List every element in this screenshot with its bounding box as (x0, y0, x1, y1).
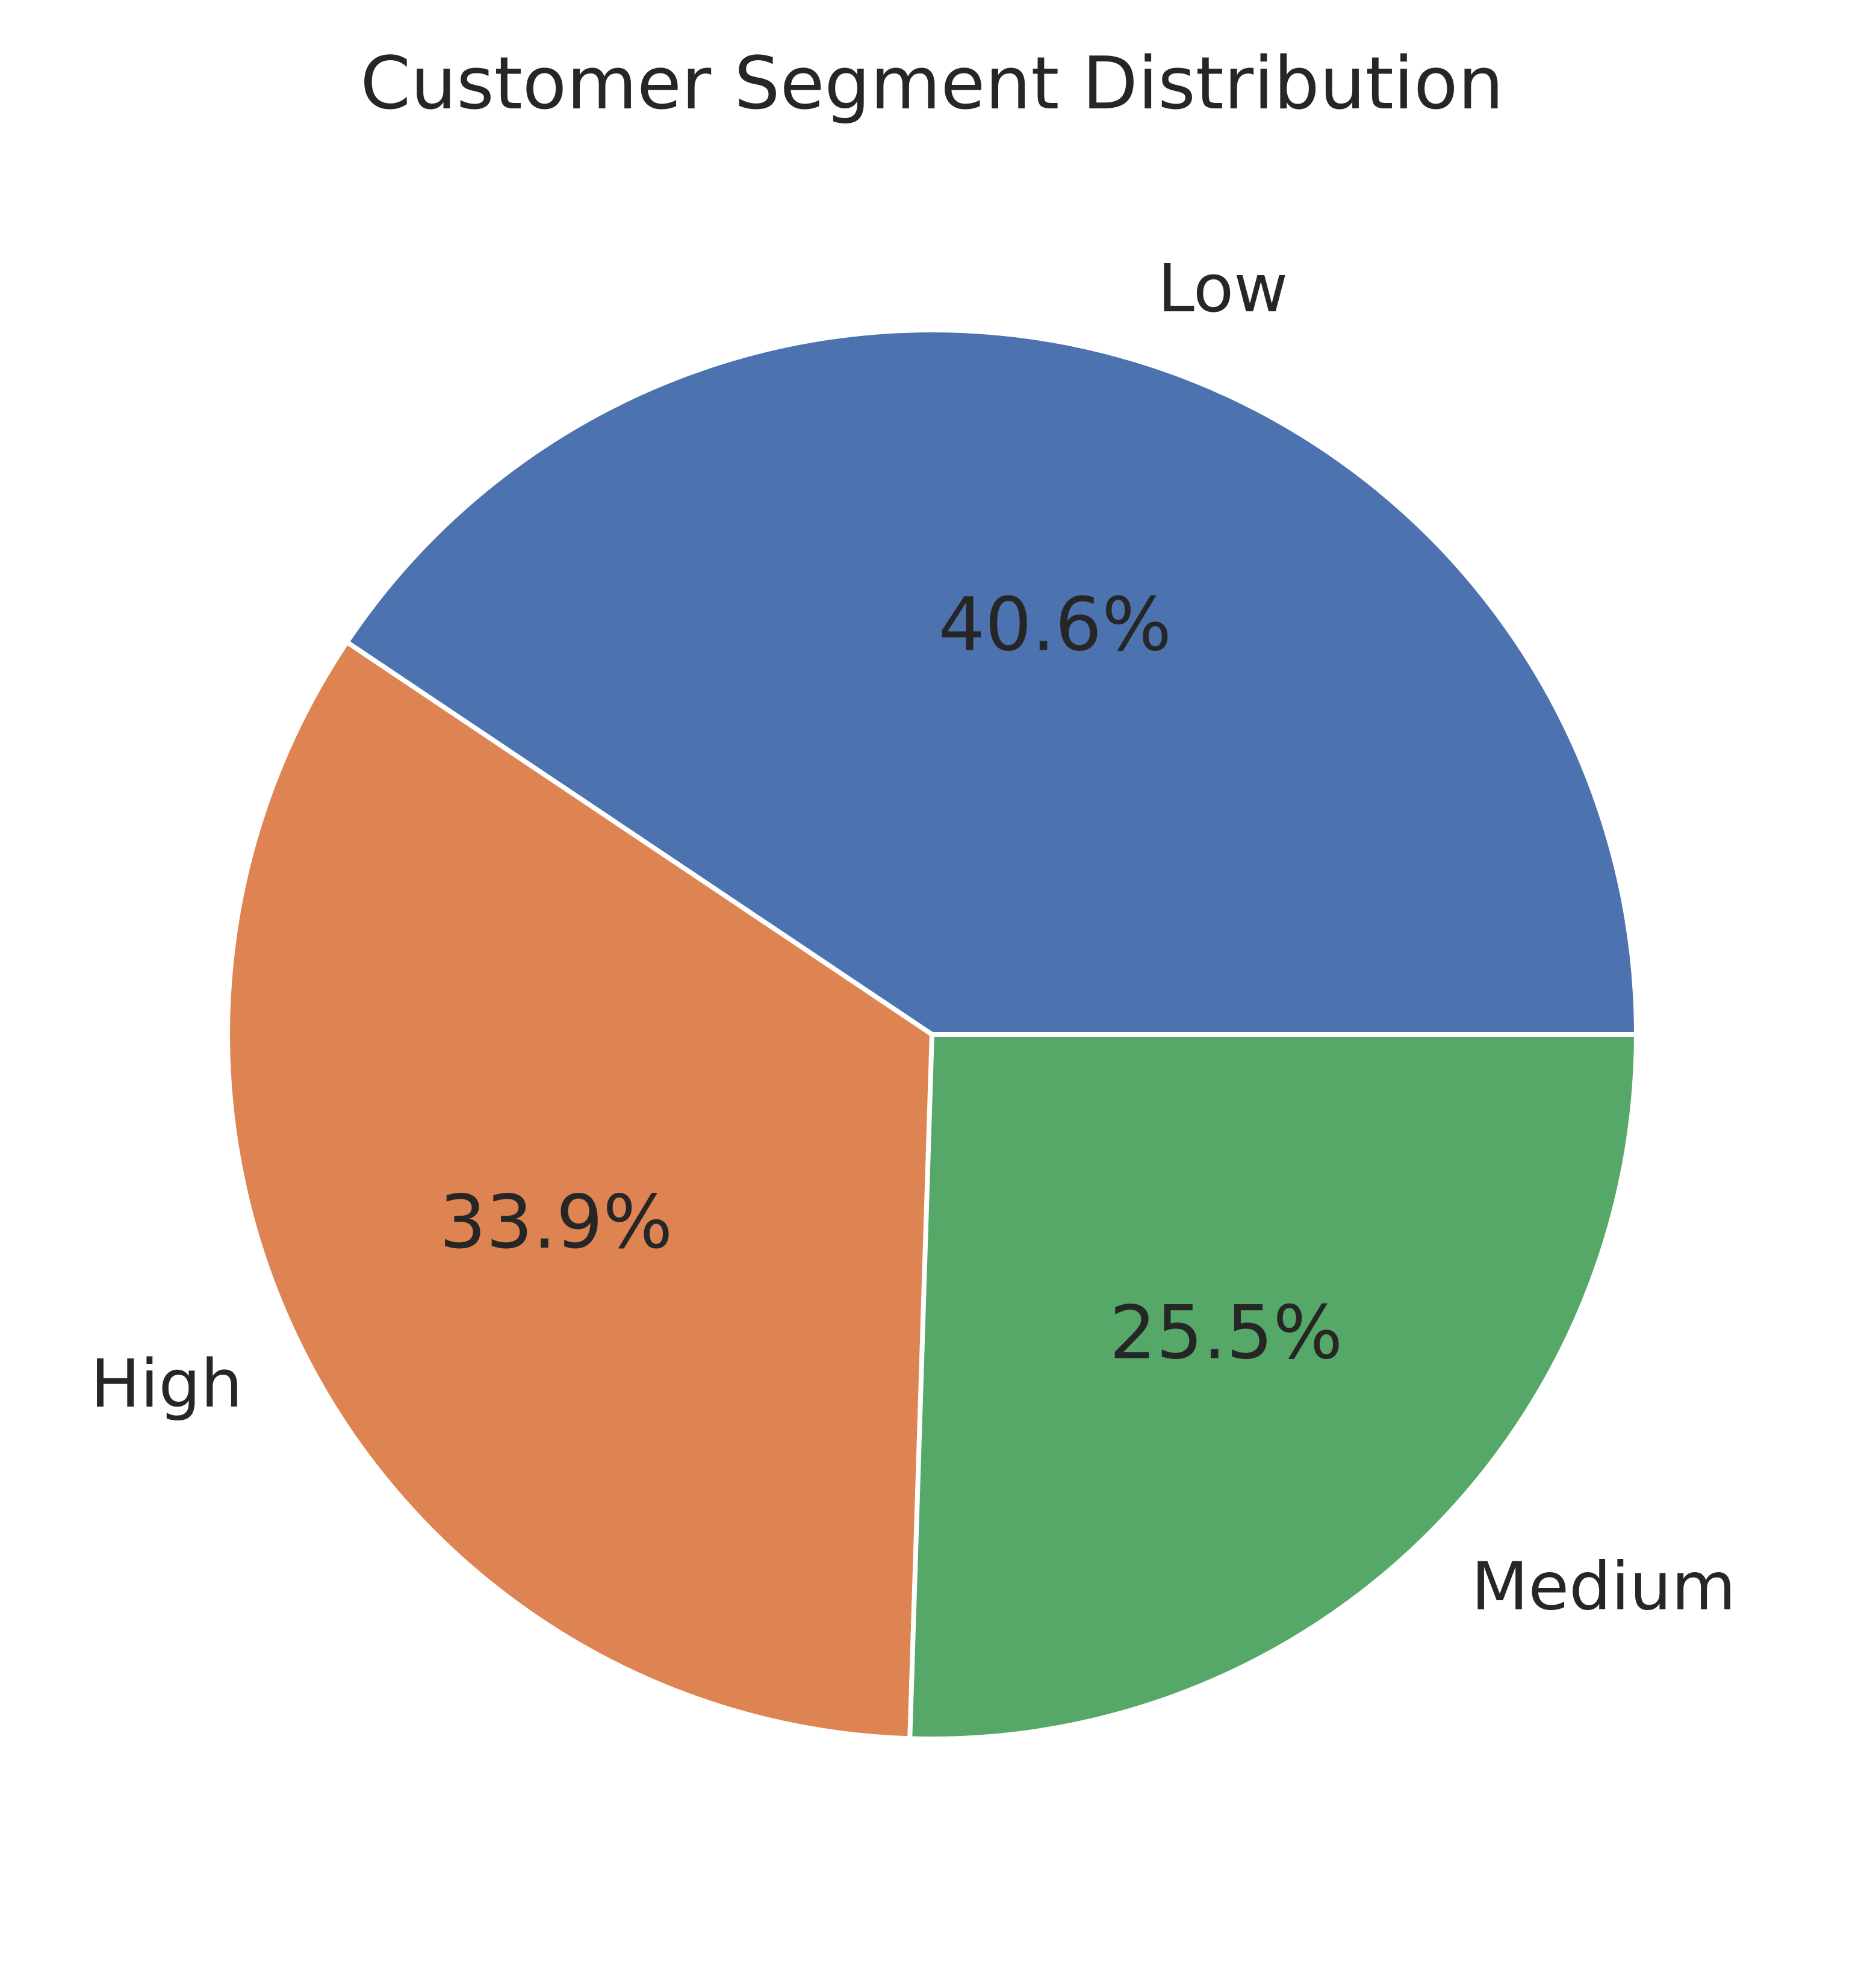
slice-label-medium: Medium (1471, 1547, 1736, 1625)
chart-title: Customer Segment Distribution (360, 42, 1503, 126)
pie-labels: Low 40.6% High 33.9% Medium 25.5% (90, 250, 1736, 1625)
slice-percent-medium: 25.5% (1110, 1290, 1343, 1375)
slice-label-high: High (90, 1345, 243, 1422)
pie-slice-medium (907, 1032, 1639, 1741)
pie-slice-low (344, 328, 1639, 1037)
slice-percent-high: 33.9% (439, 1180, 673, 1265)
pie-slice-high (225, 639, 934, 1741)
pie-slices (225, 328, 1639, 1741)
slice-percent-low: 40.6% (939, 582, 1172, 668)
slice-label-low: Low (1158, 250, 1288, 327)
